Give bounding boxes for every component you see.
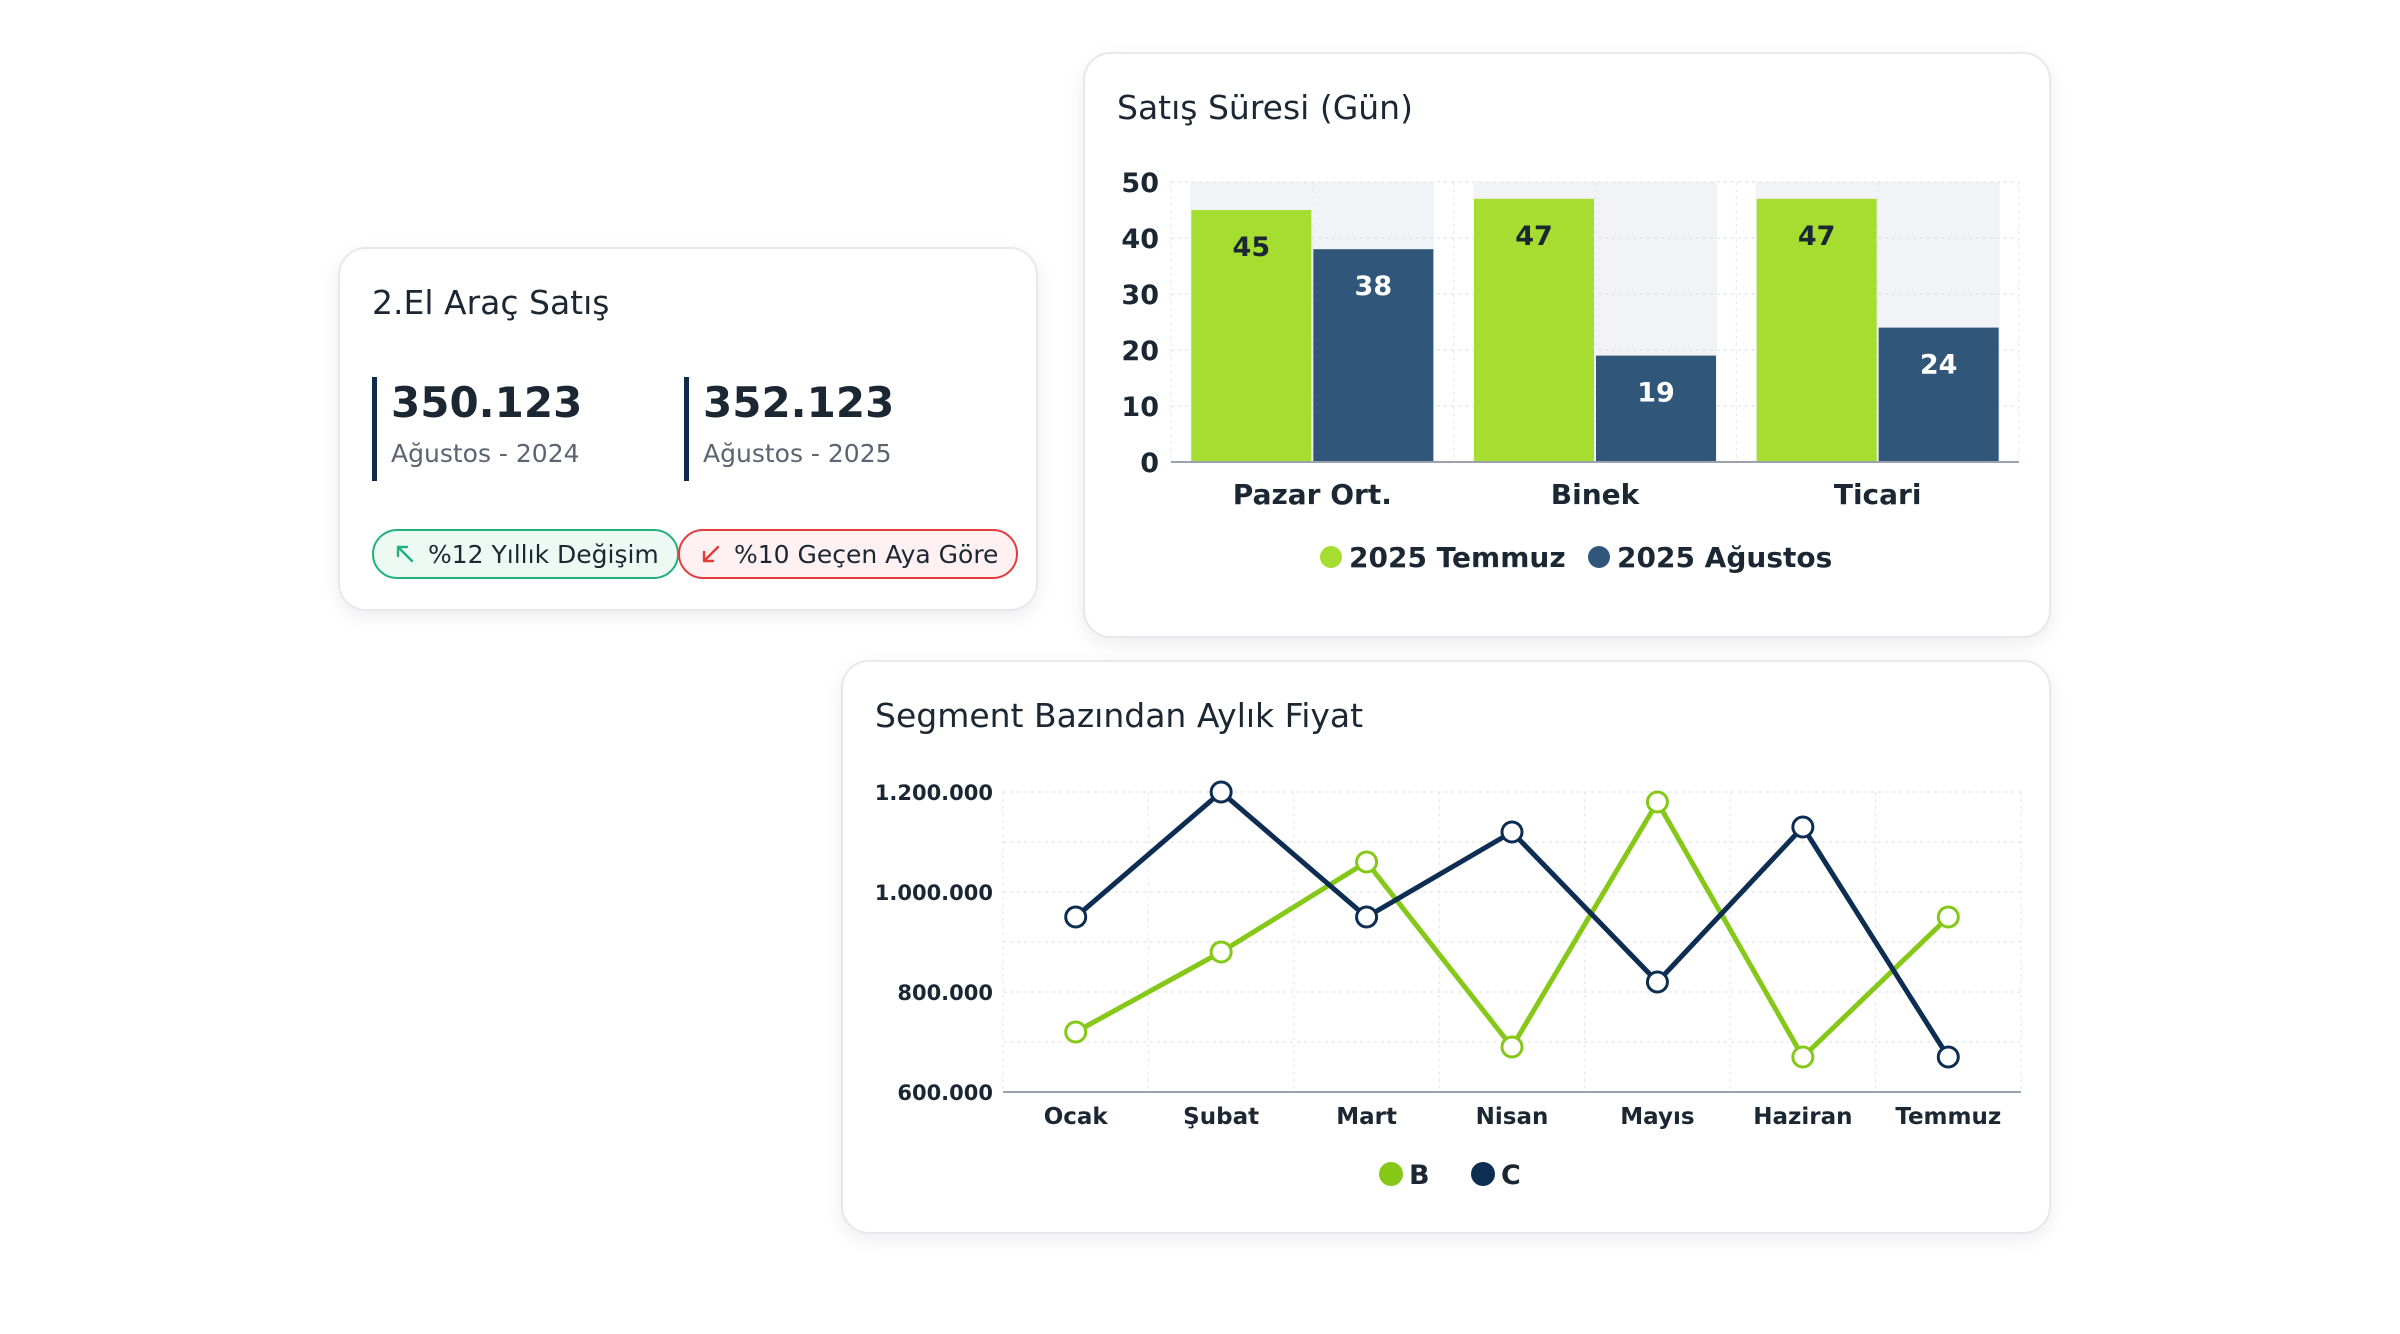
- bar-agustos: [1313, 249, 1434, 462]
- y-tick-label: 40: [1121, 224, 1159, 255]
- x-tick-label: Mart: [1336, 1104, 1397, 1130]
- y-tick-label: 10: [1121, 392, 1159, 423]
- line-chart: 1.200.000 1.000.000 800.000 600.000 Ocak Şuba…: [875, 780, 2022, 1191]
- yearly-change-badge: %12 Yıllık Değişim: [372, 529, 679, 579]
- x-category-label: Ticari: [1834, 478, 1922, 511]
- bar-temmuz: [1756, 198, 1877, 463]
- x-tick-label: Ocak: [1044, 1104, 1109, 1130]
- bar-temmuz: [1474, 198, 1594, 463]
- kpi-value: 350.123: [391, 378, 583, 427]
- kpi-title: 2.El Araç Satış: [372, 283, 610, 322]
- data-point-c: [1791, 815, 1815, 839]
- x-category-label: Pazar Ort.: [1233, 478, 1392, 511]
- y-tick-label: 1.200.000: [875, 781, 993, 805]
- y-tick-label: 1.000.000: [875, 881, 993, 905]
- data-point-b: [1645, 790, 1669, 814]
- y-tick-label: 0: [1140, 448, 1159, 479]
- y-tick-label: 50: [1121, 168, 1159, 199]
- legend-marker: [1588, 546, 1610, 568]
- bar-agustos: [1596, 355, 1716, 462]
- data-point-c: [1936, 1045, 1960, 1069]
- y-tick-label: 30: [1121, 280, 1159, 311]
- legend-label: 2025 Ağustos: [1617, 541, 1832, 574]
- data-point-c: [1645, 970, 1669, 994]
- sales-duration-card: Satış Süresi (Gün) 0 10 20 30 40 50 45 38 Pazar …: [1083, 52, 2051, 638]
- bar-value-label: 47: [1798, 221, 1836, 252]
- x-tick-label: Temmuz: [1895, 1104, 2001, 1130]
- badge-label: %10 Geçen Aya Göre: [734, 539, 999, 569]
- bar-value-label: 45: [1233, 232, 1271, 263]
- data-point-b: [1355, 850, 1379, 874]
- x-tick-label: Şubat: [1183, 1104, 1259, 1130]
- line-chart-title: Segment Bazından Aylık Fiyat: [875, 696, 1364, 735]
- segment-price-card: Segment Bazından Aylık Fiyat 1.200.000 1.…: [841, 660, 2051, 1234]
- data-point-c: [1064, 905, 1088, 929]
- kpi-card: 2.El Araç Satış 350.123 Ağustos - 2024 3…: [338, 247, 1038, 611]
- kpi-item-2025: 352.123 Ağustos - 2025: [684, 377, 894, 481]
- legend-label: B: [1409, 1160, 1430, 1191]
- arrow-down-left-icon: [700, 543, 722, 565]
- bar-agustos: [1878, 327, 1999, 462]
- legend-label: 2025 Temmuz: [1349, 541, 1566, 574]
- data-point-c: [1209, 780, 1233, 804]
- data-point-b: [1064, 1020, 1088, 1044]
- x-tick-label: Nisan: [1476, 1104, 1549, 1130]
- legend-label: C: [1501, 1160, 1521, 1191]
- y-tick-label: 600.000: [897, 1081, 993, 1105]
- data-point-b: [1936, 905, 1960, 929]
- y-tick-label: 20: [1121, 336, 1159, 367]
- kpi-value: 352.123: [703, 378, 895, 427]
- bar-value-label: 47: [1515, 221, 1553, 252]
- data-point-b: [1209, 940, 1233, 964]
- bar-value-label: 38: [1355, 271, 1393, 302]
- badge-label: %12 Yıllık Değişim: [428, 539, 659, 569]
- kpi-period: Ağustos - 2024: [391, 439, 580, 468]
- data-point-b: [1791, 1045, 1815, 1069]
- arrow-up-left-icon: [394, 543, 416, 565]
- data-point-c: [1355, 905, 1379, 929]
- kpi-item-2024: 350.123 Ağustos - 2024: [372, 377, 582, 481]
- bar-value-label: 19: [1637, 378, 1675, 409]
- bar-value-label: 24: [1920, 350, 1958, 381]
- bar-chart: 0 10 20 30 40 50 45 38 Pazar Ort. 47 19 Binek 47 24 Ti…: [1121, 168, 2020, 574]
- kpi-period: Ağustos - 2025: [703, 439, 892, 468]
- data-point-b: [1500, 1035, 1524, 1059]
- legend-marker: [1379, 1162, 1403, 1186]
- bar-temmuz: [1191, 210, 1312, 462]
- data-point-c: [1500, 820, 1524, 844]
- legend-marker: [1471, 1162, 1495, 1186]
- x-category-label: Binek: [1551, 478, 1641, 511]
- x-tick-label: Mayıs: [1620, 1104, 1694, 1130]
- bar-chart-title: Satış Süresi (Gün): [1117, 88, 1413, 127]
- legend-marker: [1320, 546, 1342, 568]
- y-tick-label: 800.000: [897, 981, 993, 1005]
- x-tick-label: Haziran: [1753, 1104, 1852, 1130]
- monthly-change-badge: %10 Geçen Aya Göre: [678, 529, 1019, 579]
